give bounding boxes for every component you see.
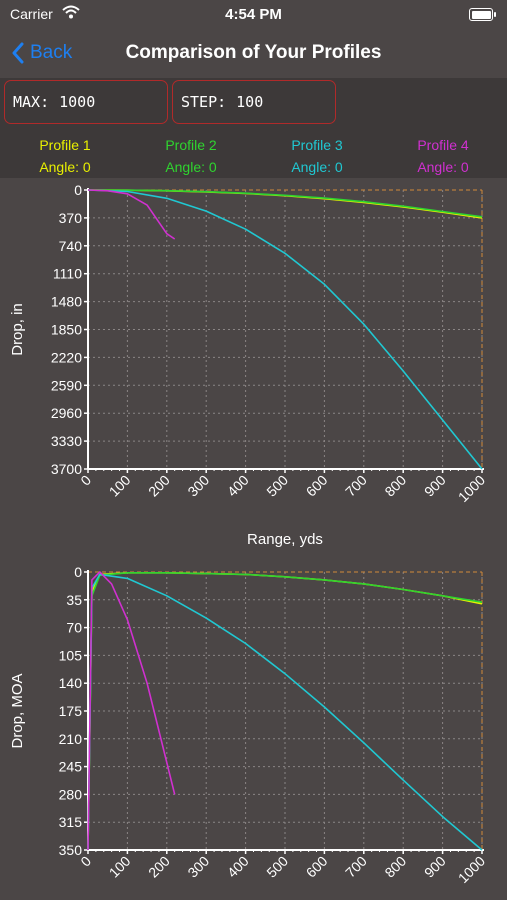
- y-tick-label: 370: [59, 210, 83, 226]
- x-tick-label: 100: [106, 853, 134, 881]
- x-tick-label: 800: [381, 853, 409, 881]
- y-tick-label: 740: [59, 238, 83, 254]
- profile-4-angle: Angle: 0: [417, 159, 469, 175]
- x-tick-label: 500: [263, 853, 291, 881]
- y-axis-label: Drop, MOA: [9, 673, 26, 748]
- series-line-profile-4: [87, 571, 176, 851]
- y-tick-label: 350: [59, 842, 83, 858]
- x-tick-label: 900: [421, 853, 449, 881]
- page-title: Comparison of Your Profiles: [125, 42, 382, 63]
- back-label: Back: [30, 42, 73, 63]
- profile-3-legend: Profile 3 Angle: 0: [254, 134, 380, 178]
- battery-icon: [469, 8, 496, 21]
- y-tick-label: 175: [59, 703, 83, 719]
- profile-3-name: Profile 3: [291, 137, 343, 153]
- x-tick-label: 300: [184, 853, 212, 881]
- profile-1-angle: Angle: 0: [39, 159, 91, 175]
- profile-2-name: Profile 2: [165, 137, 217, 153]
- y-tick-label: 70: [66, 620, 82, 636]
- x-tick-label: 1000: [455, 472, 488, 505]
- profile-legend: Profile 1 Angle: 0 Profile 2 Angle: 0 Pr…: [0, 130, 507, 178]
- back-button[interactable]: Back: [12, 40, 72, 66]
- y-tick-label: 140: [59, 675, 83, 691]
- y-tick-label: 245: [59, 759, 83, 775]
- max-label: MAX:: [13, 93, 50, 111]
- x-tick-label: 800: [381, 472, 409, 500]
- x-tick-label: 600: [303, 472, 331, 500]
- x-tick-label: 300: [184, 472, 212, 500]
- navigation-bar: Comparison of Your Profiles Back: [0, 28, 507, 78]
- x-tick-label: 900: [421, 472, 449, 500]
- series-line-profile-2: [87, 189, 483, 218]
- x-tick-label: 0: [77, 472, 94, 489]
- y-tick-label: 315: [59, 814, 83, 830]
- y-tick-label: 3330: [51, 433, 82, 449]
- y-tick-label: 105: [59, 647, 83, 663]
- y-tick-label: 210: [59, 731, 83, 747]
- step-label: STEP:: [181, 93, 227, 111]
- x-tick-label: 600: [303, 853, 331, 881]
- x-tick-label: 200: [145, 853, 173, 881]
- profile-3-angle: Angle: 0: [291, 159, 343, 175]
- x-tick-label: 200: [145, 472, 173, 500]
- x-tick-label: 1000: [455, 853, 488, 886]
- y-tick-label: 1850: [51, 322, 82, 338]
- series-line-profile-3: [87, 189, 483, 470]
- carrier-label: Carrier: [10, 6, 53, 22]
- wifi-icon: [62, 5, 80, 24]
- y-tick-label: 0: [74, 182, 82, 198]
- chevron-left-icon: [12, 42, 24, 64]
- y-tick-label: 35: [66, 592, 82, 608]
- y-tick-label: 0: [74, 564, 82, 580]
- y-tick-label: 1110: [53, 266, 82, 282]
- y-tick-label: 2590: [51, 377, 82, 393]
- profile-4-name: Profile 4: [417, 137, 469, 153]
- x-tick-label: 400: [224, 853, 252, 881]
- x-tick-label: 500: [263, 472, 291, 500]
- y-tick-label: 2960: [51, 405, 82, 421]
- max-value: 1000: [59, 93, 96, 111]
- series-line-profile-4: [87, 189, 176, 240]
- step-field[interactable]: STEP: 100: [172, 80, 336, 124]
- profile-1-name: Profile 1: [39, 137, 91, 153]
- profile-4-legend: Profile 4 Angle: 0: [380, 134, 506, 178]
- profile-2-angle: Angle: 0: [165, 159, 217, 175]
- y-axis-label: Drop, in: [9, 303, 26, 356]
- y-tick-label: 2220: [51, 349, 82, 365]
- y-tick-label: 280: [59, 786, 83, 802]
- range-controls: MAX: 1000 STEP: 100: [0, 78, 507, 130]
- x-tick-label: 0: [77, 853, 94, 870]
- profile-2-legend: Profile 2 Angle: 0: [128, 134, 254, 178]
- x-tick-label: 400: [224, 472, 252, 500]
- y-tick-label: 3700: [51, 461, 82, 477]
- status-time: 4:54 PM: [225, 6, 282, 23]
- x-tick-label: 700: [342, 853, 370, 881]
- step-value: 100: [236, 93, 264, 111]
- y-tick-label: 1480: [51, 294, 82, 310]
- x-tick-label: 100: [106, 472, 134, 500]
- max-range-field[interactable]: MAX: 1000: [4, 80, 168, 124]
- profile-1-legend: Profile 1 Angle: 0: [2, 134, 128, 178]
- drop-inches-chart: 0370740111014801850222025902960333037000…: [9, 182, 488, 548]
- series-line-profile-3: [87, 573, 483, 851]
- x-axis-label: Range, yds: [247, 531, 323, 548]
- status-bar: Carrier 4:54 PM: [0, 0, 507, 28]
- x-tick-label: 700: [342, 472, 370, 500]
